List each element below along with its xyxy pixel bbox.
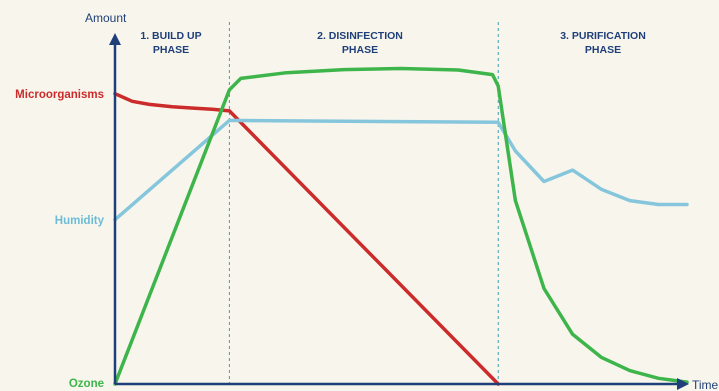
phase-2-subtitle: PHASE xyxy=(342,44,378,56)
x-axis-arrow-icon xyxy=(677,378,689,390)
phase-1-title: 1. BUILD UP xyxy=(140,30,201,42)
phase-1-subtitle: PHASE xyxy=(153,44,189,56)
microorganisms-label: Microorganisms xyxy=(15,89,104,101)
series-line-microorganisms xyxy=(113,91,500,386)
phase-3-subtitle: PHASE xyxy=(585,44,621,56)
x-axis-label: Time xyxy=(692,378,719,391)
series-line-ozone xyxy=(113,66,689,386)
series-line-humidity xyxy=(113,118,689,222)
phase-3-title: 3. PURIFICATION xyxy=(560,30,646,42)
phase-2-title: 2. DISINFECTION xyxy=(317,30,403,42)
y-axis-label: Amount xyxy=(85,11,127,25)
ozone-label: Ozone xyxy=(69,378,104,390)
y-axis-arrow-icon xyxy=(109,33,121,45)
humidity-label: Humidity xyxy=(55,215,105,227)
series-lines xyxy=(113,66,689,386)
